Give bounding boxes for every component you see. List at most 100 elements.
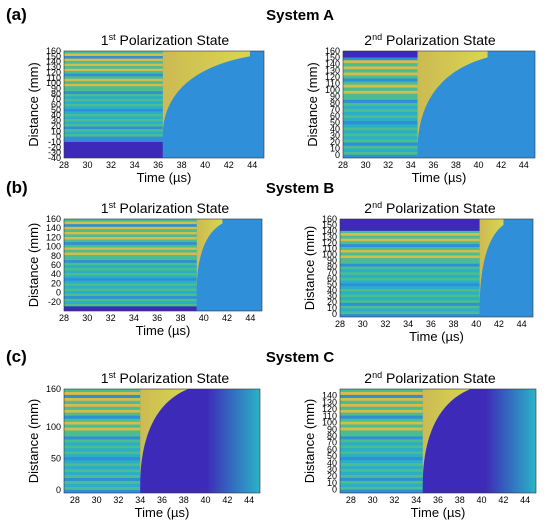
- y-tick-label: 80: [327, 431, 337, 441]
- x-tick-label: 38: [455, 495, 465, 505]
- stripe: [64, 224, 197, 227]
- stripe: [343, 133, 418, 137]
- y-tick-label: 90: [51, 83, 61, 93]
- stripe: [64, 234, 197, 237]
- stripe: [64, 436, 141, 440]
- heatmap-field: [64, 51, 264, 158]
- heatmap-panel: 2nd Polarization State 28 30 32 34 36 38 40 42 44…: [302, 370, 537, 520]
- stripe: [343, 139, 418, 143]
- stripe: [340, 421, 423, 425]
- y-tick-label: 60: [51, 100, 61, 110]
- stripe: [340, 249, 480, 253]
- stripe: [340, 412, 423, 416]
- stripe: [343, 145, 418, 149]
- stripe: [340, 406, 423, 410]
- stripe: [340, 286, 480, 289]
- stripe: [64, 278, 197, 281]
- stripe: [64, 68, 163, 72]
- y-tick-label: 0: [56, 132, 61, 142]
- stripe: [340, 291, 480, 295]
- arrival-front: [417, 51, 488, 152]
- stripe: [64, 275, 197, 279]
- stripe: [340, 269, 480, 273]
- stripe: [64, 457, 141, 461]
- y-axis-label: Distance (mm): [302, 399, 317, 484]
- stripe: [64, 58, 163, 62]
- heatmap-panel: 1st Polarization State 28 30 32 34 36 38 40 42 44…: [26, 370, 261, 520]
- stripe: [64, 272, 197, 276]
- stripe: [64, 403, 141, 407]
- y-axis-label: Distance (mm): [26, 62, 41, 147]
- y-tick-label: 150: [322, 220, 337, 230]
- x-tick-label: 38: [177, 160, 187, 170]
- y-tick-label: 90: [327, 424, 337, 434]
- stripe: [340, 471, 423, 475]
- y-tick-label: 120: [322, 238, 337, 248]
- y-tick-label: 110: [323, 244, 337, 254]
- y-tick-label: 60: [330, 111, 340, 121]
- low-band: [64, 141, 163, 158]
- stripe: [64, 124, 163, 127]
- stripe: [343, 115, 418, 119]
- stripe: [343, 148, 418, 152]
- x-tick-label: 32: [380, 319, 390, 329]
- stripe: [64, 91, 163, 94]
- stripe: [64, 51, 163, 54]
- y-tick-label: 80: [330, 98, 340, 108]
- stripe: [340, 415, 423, 419]
- stripe: [64, 451, 141, 455]
- stripe: [340, 232, 480, 236]
- x-tick-label: 36: [428, 160, 438, 170]
- x-tick-label: 28: [338, 160, 348, 170]
- arrival-front: [479, 219, 504, 312]
- stripe: [64, 61, 163, 64]
- stripe: [340, 480, 423, 484]
- panel-title: 2nd Polarization State: [364, 370, 496, 386]
- x-tick-label: 44: [247, 160, 257, 170]
- stripe: [64, 424, 141, 428]
- x-tick-label: 44: [519, 160, 529, 170]
- stripe: [340, 445, 423, 449]
- stripe: [64, 219, 197, 222]
- stripe: [340, 272, 480, 275]
- stripe: [64, 106, 163, 109]
- y-tick-label: 130: [325, 65, 340, 75]
- stripe: [340, 235, 480, 239]
- y-tick-label: 30: [327, 465, 337, 475]
- stripe: [340, 418, 423, 422]
- stripe: [64, 93, 163, 97]
- stripe: [64, 63, 163, 67]
- stripe: [343, 66, 418, 70]
- x-axis-label: Time (µs): [137, 170, 192, 185]
- y-tick-label: 20: [327, 471, 337, 481]
- stripe: [64, 469, 141, 473]
- stripe: [340, 442, 423, 446]
- y-tick-label: 10: [330, 143, 340, 153]
- stripe: [64, 296, 197, 299]
- stripe: [64, 412, 141, 416]
- y-tick-label: 30: [327, 291, 337, 301]
- y-tick-label: 0: [332, 485, 337, 495]
- x-tick-label: 42: [498, 495, 508, 505]
- stripe: [343, 96, 418, 100]
- y-tick-label: 110: [323, 411, 337, 421]
- x-axis-label: Time (µs): [136, 323, 191, 338]
- y-tick-label: 120: [46, 232, 61, 242]
- y-tick-label: 10: [327, 478, 337, 488]
- y-tick-label: 40: [330, 124, 340, 134]
- panel-title: 1st Polarization State: [101, 370, 230, 386]
- stripe: [340, 433, 423, 437]
- x-tick-label: 30: [82, 313, 92, 323]
- stripe: [64, 247, 197, 250]
- stripe: [343, 136, 418, 140]
- stripe: [343, 63, 418, 67]
- stripe: [64, 131, 163, 135]
- stripe: [343, 69, 418, 73]
- stripe: [64, 475, 141, 478]
- x-tick-label: 34: [411, 495, 421, 505]
- stripe: [340, 391, 423, 395]
- stripe: [64, 81, 163, 84]
- panels: 1st Polarization State 28 30 32 34 36 38 40 42 44…: [26, 32, 537, 520]
